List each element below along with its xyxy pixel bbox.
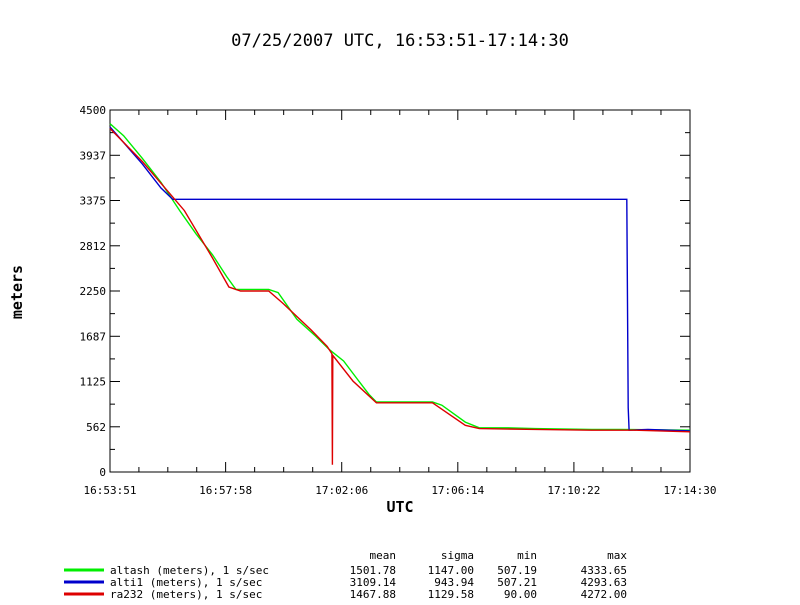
stats-value: 507.21 (497, 576, 537, 589)
y-tick-label: 3937 (80, 149, 107, 162)
legend-series-name: alti1 (meters), 1 s/sec (110, 576, 262, 589)
stats-value: 90.00 (504, 588, 537, 601)
stats-header: min (517, 549, 537, 562)
y-tick-label: 562 (86, 421, 106, 434)
legend: mean sigma min max altash (meters), 1 s/sec 1… (64, 549, 627, 601)
x-axis-title: UTC (386, 498, 413, 516)
plot-frame (109, 109, 691, 473)
stats-value: 4293.63 (581, 576, 627, 589)
y-axis-title: meters (8, 265, 26, 319)
y-tick-label: 2812 (80, 240, 107, 253)
stats-value: 1467.88 (350, 588, 396, 601)
stats-value: 507.19 (497, 564, 537, 577)
x-tick-label: 17:14:30 (664, 484, 717, 497)
stats-value: 1129.58 (428, 588, 474, 601)
stats-value: 943.94 (434, 576, 474, 589)
y-tick-label: 1125 (80, 376, 107, 389)
legend-series-name: altash (meters), 1 s/sec (110, 564, 269, 577)
series-line-alti1 (109, 126, 691, 432)
stats-value: 1147.00 (428, 564, 474, 577)
x-tick-label: 16:57:58 (199, 484, 252, 497)
y-tick-label: 4500 (80, 104, 107, 117)
chart-title: 07/25/2007 UTC, 16:53:51-17:14:30 (231, 31, 569, 51)
x-tick-label: 17:06:14 (431, 484, 484, 497)
stats-value: 1501.78 (350, 564, 396, 577)
x-tick-label: 16:53:51 (84, 484, 137, 497)
stats-header: max (607, 549, 627, 562)
stats-header: sigma (441, 549, 474, 562)
plot-area: 0 562 1125 1687 2250 2812 3375 3937 4500 16:53:51… (80, 104, 717, 497)
x-tick-label: 17:10:22 (547, 484, 600, 497)
y-tick-label: 2250 (80, 285, 107, 298)
series-line-ra232 (109, 128, 691, 465)
y-tick-label: 3375 (80, 195, 107, 208)
legend-series-name: ra232 (meters), 1 s/sec (110, 588, 262, 601)
stats-value: 4333.65 (581, 564, 627, 577)
stats-value: 4272.00 (581, 588, 627, 601)
stats-value: 3109.14 (350, 576, 397, 589)
series-line-altash (109, 123, 691, 431)
x-tick-label: 17:02:06 (315, 484, 368, 497)
y-tick-label: 1687 (80, 330, 107, 343)
y-tick-label: 0 (99, 466, 106, 479)
stats-header: mean (370, 549, 397, 562)
